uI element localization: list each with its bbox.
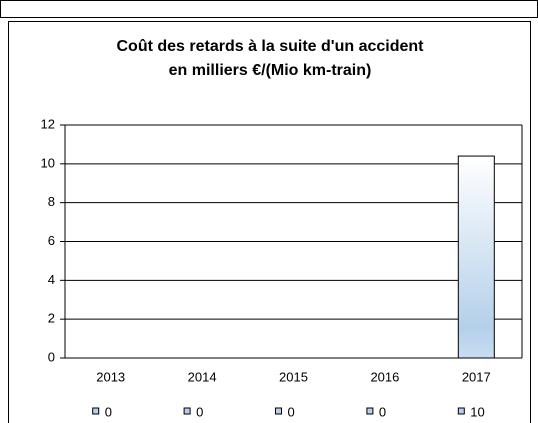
y-tick-label: 4 bbox=[48, 272, 55, 287]
chart-subtitle: en milliers €/(Mio km-train) bbox=[169, 62, 372, 79]
x-tick-label: 2015 bbox=[279, 369, 308, 384]
legend-marker bbox=[275, 407, 282, 415]
legend-marker bbox=[457, 407, 465, 415]
y-tick-label: 10 bbox=[41, 155, 55, 170]
data-label: 0 bbox=[105, 404, 112, 419]
y-tick-label: 2 bbox=[48, 311, 55, 326]
x-tick-label: 2014 bbox=[188, 369, 217, 384]
x-tick-label: 2016 bbox=[370, 369, 399, 384]
y-tick-label: 6 bbox=[48, 233, 55, 248]
chart-title: Coût des retards à la suite d'un acciden… bbox=[117, 38, 425, 55]
y-tick-label: 12 bbox=[41, 116, 55, 131]
data-label: 10 bbox=[470, 404, 484, 419]
legend-marker bbox=[92, 407, 100, 415]
x-tick-label: 2013 bbox=[96, 369, 125, 384]
data-label: 0 bbox=[379, 404, 386, 419]
chart-frame bbox=[8, 21, 531, 423]
bar bbox=[457, 155, 495, 359]
plot: 0 2 4 6 8 10 12 2013 0 2014 0 2015 0 2016 0 2017 10 bbox=[41, 116, 523, 419]
data-label: 0 bbox=[288, 404, 295, 419]
x-tick-label: 2017 bbox=[462, 369, 491, 384]
y-tick-label: 8 bbox=[48, 194, 55, 209]
legend-marker bbox=[183, 407, 191, 415]
y-tick-label: 0 bbox=[48, 349, 55, 364]
data-label: 0 bbox=[196, 404, 203, 419]
legend-marker bbox=[366, 407, 374, 415]
top-panel bbox=[0, 0, 538, 18]
